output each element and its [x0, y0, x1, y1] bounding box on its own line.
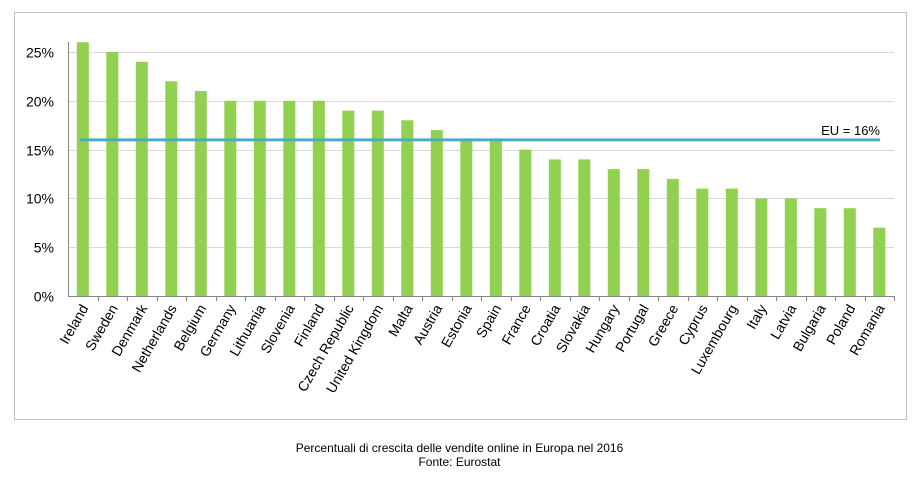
bar-france	[519, 149, 532, 296]
eu-average-label: EU = 16%	[821, 123, 880, 138]
bar-denmark	[135, 61, 148, 296]
caption-title: Percentuali di crescita delle vendite on…	[295, 441, 624, 455]
chart-caption: Percentuali di crescita delle vendite on…	[0, 441, 919, 469]
bar-lithuania	[253, 100, 266, 296]
y-tick-label: 25%	[26, 45, 54, 61]
x-tick-label: Spain	[473, 302, 505, 341]
y-tick-label: 15%	[26, 143, 54, 159]
bar-portugal	[637, 169, 650, 296]
bar-austria	[430, 130, 443, 296]
bar-ireland	[76, 42, 89, 297]
bar-luxembourg	[725, 188, 738, 296]
x-tick-label: Italy	[743, 302, 770, 332]
bar-belgium	[194, 91, 207, 296]
bar-czech-republic	[342, 110, 355, 296]
bar-cyprus	[696, 188, 709, 296]
bar-slovenia	[283, 100, 296, 296]
bar-united-kingdom	[371, 110, 384, 296]
y-tick-label: 0%	[34, 289, 54, 305]
bar-malta	[401, 120, 414, 296]
bar-estonia	[460, 139, 473, 296]
bar-romania	[873, 227, 886, 296]
bar-latvia	[784, 198, 797, 296]
x-tick-label: Malta	[385, 301, 416, 339]
bar-spain	[489, 139, 502, 296]
bar-netherlands	[165, 81, 178, 296]
y-tick-label: 5%	[34, 240, 54, 256]
bar-germany	[224, 100, 237, 296]
y-tick-label: 10%	[26, 191, 54, 207]
y-tick-label: 20%	[26, 94, 54, 110]
bar-bulgaria	[814, 208, 827, 296]
bar-slovakia	[578, 159, 591, 296]
bar-italy	[755, 198, 768, 296]
bar-finland	[312, 100, 325, 296]
bar-croatia	[548, 159, 561, 296]
bar-hungary	[607, 169, 620, 296]
bar-greece	[666, 178, 679, 296]
bar-poland	[843, 208, 856, 296]
bar-sweden	[106, 52, 119, 296]
caption-source: Fonte: Eurostat	[418, 455, 501, 469]
